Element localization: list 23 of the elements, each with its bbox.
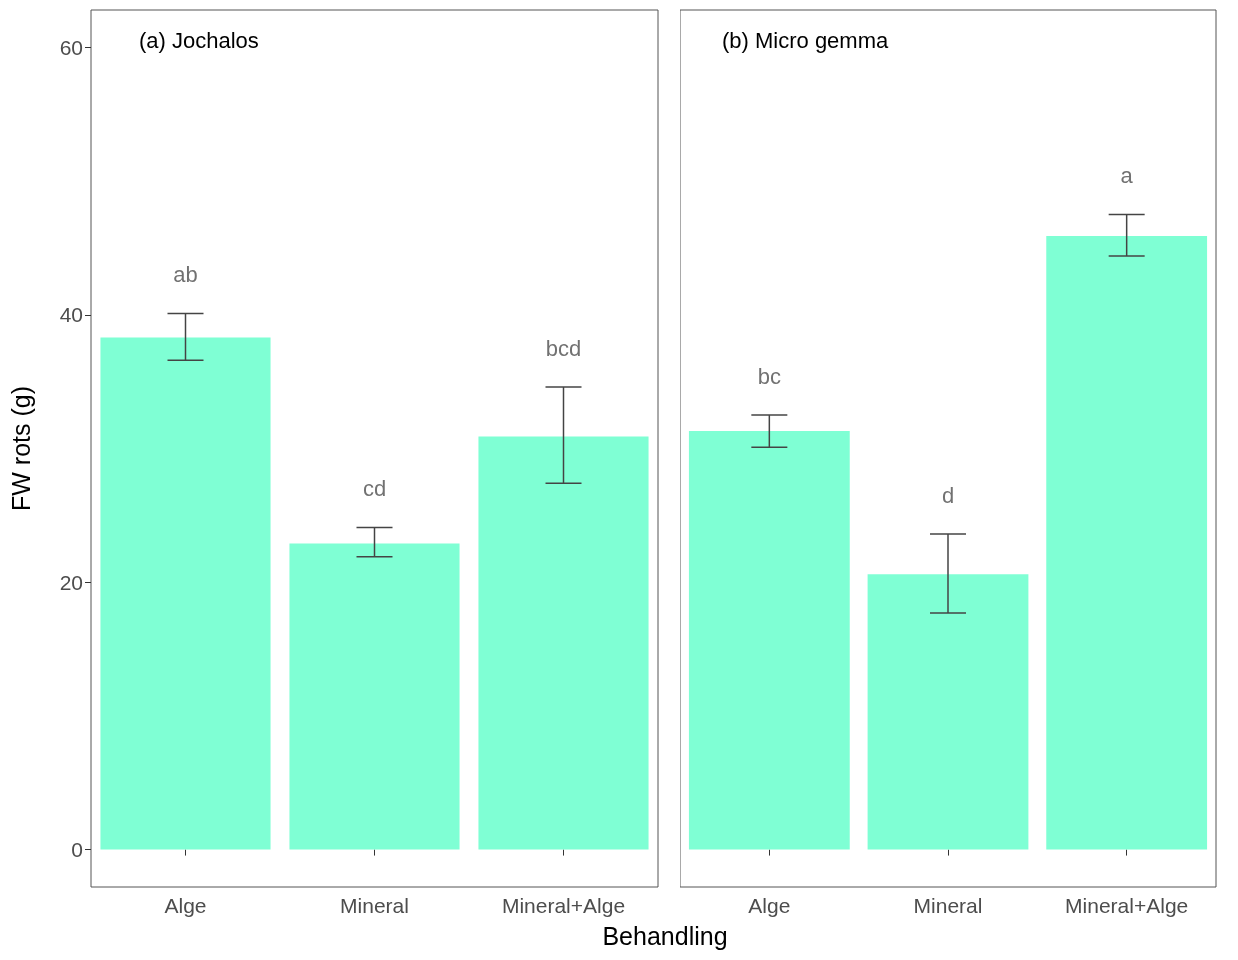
- y-tick-label: 60: [59, 35, 83, 59]
- x-tick-label: Mineral+Alge: [501, 894, 626, 917]
- x-tick-label: Mineral+Alge: [1065, 894, 1189, 917]
- x-tick-label: Mineral: [340, 894, 409, 917]
- y-tick-label: 20: [59, 570, 83, 594]
- annotation: bcd: [545, 335, 582, 361]
- annotation: d: [941, 482, 955, 508]
- annotation: cd: [362, 475, 387, 501]
- annotation: bc: [757, 363, 781, 389]
- x-axis-title: Behandling: [601, 922, 729, 951]
- bar: [478, 436, 649, 850]
- x-tick-label: Mineral: [913, 894, 983, 917]
- annotation: ab: [173, 261, 198, 287]
- y-tick-label: 40: [59, 303, 83, 327]
- x-tick-label: Alge: [164, 894, 207, 917]
- text: (b) Micro gemma: [722, 27, 890, 53]
- bar: [100, 337, 271, 850]
- annotation: a: [1120, 163, 1134, 189]
- x-tick-label: Alge: [748, 894, 791, 917]
- y-axis-title: FW rots (g): [6, 386, 35, 511]
- text: (a) Jochalos: [139, 27, 259, 53]
- bar: [289, 543, 460, 850]
- y-tick-label: 0: [71, 838, 83, 862]
